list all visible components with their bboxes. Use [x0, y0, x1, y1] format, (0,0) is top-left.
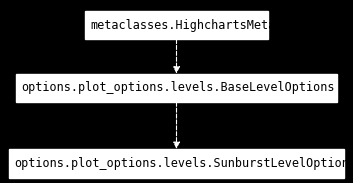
FancyBboxPatch shape: [85, 11, 268, 40]
Text: options.plot_options.levels.SunburstLevelOptions: options.plot_options.levels.SunburstLeve…: [14, 157, 353, 170]
Text: options.plot_options.levels.BaseLevelOptions: options.plot_options.levels.BaseLevelOpt…: [21, 81, 334, 94]
FancyBboxPatch shape: [16, 74, 337, 102]
Text: metaclasses.HighchartsMeta: metaclasses.HighchartsMeta: [90, 19, 275, 32]
FancyBboxPatch shape: [9, 149, 344, 178]
